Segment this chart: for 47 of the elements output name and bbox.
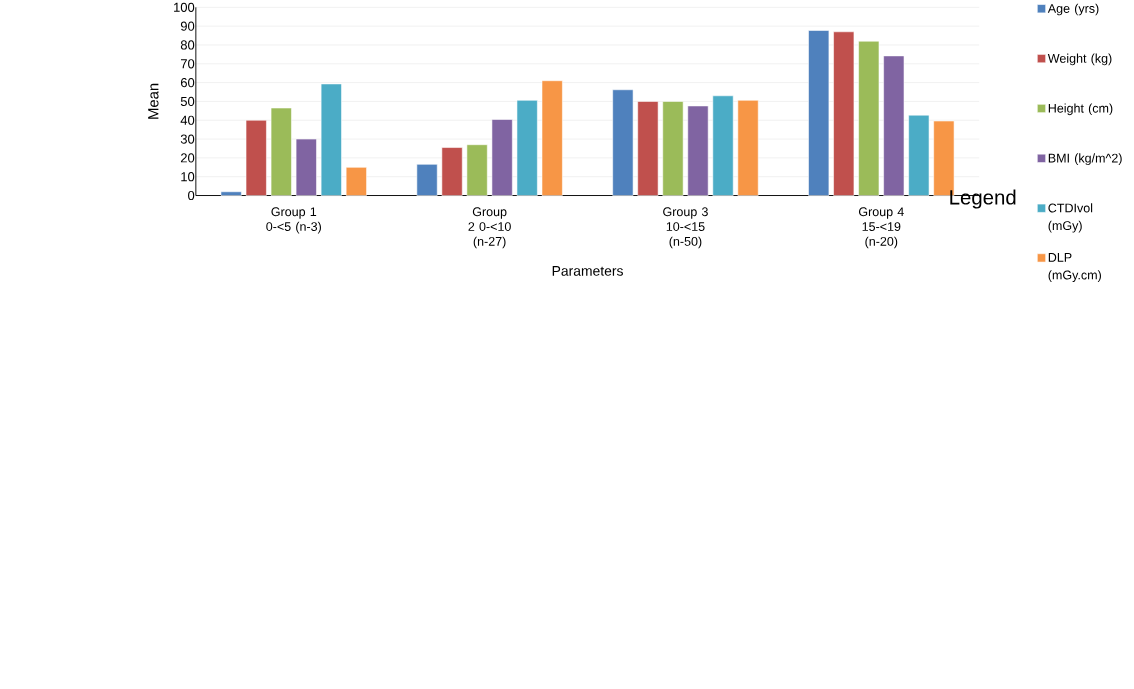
bar — [808, 30, 830, 197]
bar — [466, 144, 488, 197]
y-tick-label: 40 — [180, 115, 195, 126]
y-axis-title: Mean — [148, 84, 159, 119]
bar — [637, 101, 659, 197]
y-tick-label: 100 — [174, 2, 195, 13]
bar — [858, 41, 880, 197]
bar — [737, 100, 759, 197]
bar — [416, 164, 438, 197]
x-tick-label: Group 4 15-<19 (n-20) — [858, 207, 904, 249]
y-tick-label: 80 — [180, 40, 195, 50]
bar — [345, 167, 367, 197]
bar — [491, 119, 513, 197]
x-axis-title: Parameters — [552, 266, 623, 276]
legend-title: Legend — [950, 189, 1016, 209]
bar — [220, 191, 242, 197]
bar — [320, 83, 342, 197]
bar — [441, 147, 463, 197]
y-tick-label: 60 — [180, 78, 195, 88]
bar — [883, 55, 905, 197]
y-tick-label: 20 — [180, 153, 195, 163]
y-tick-label: 10 — [181, 172, 195, 182]
bar — [295, 138, 317, 197]
legend-label: BMI (kg/m^2) — [1048, 153, 1122, 166]
legend-label: Age (yrs) — [1047, 3, 1099, 16]
y-tick-label: 70 — [180, 59, 195, 69]
x-tick-label: Group 3 10-<15 (n-50) — [663, 207, 708, 249]
legend-label: DLP (mGy.cm) — [1048, 253, 1101, 283]
x-tick-label: Group 1 0-<5 (n-3) — [266, 207, 321, 234]
y-tick-label: 90 — [180, 21, 195, 31]
legend-label: CTDIvol (mGy) — [1048, 203, 1093, 233]
bar — [662, 101, 684, 197]
bar — [516, 100, 538, 197]
bar — [612, 89, 634, 197]
bar — [712, 95, 734, 197]
x-tick-label: Group 2 0-<10 (n-27) — [468, 207, 511, 249]
bar — [833, 31, 855, 197]
bar — [541, 80, 563, 197]
bar — [908, 115, 930, 197]
y-tick-label: 0 — [188, 191, 195, 201]
y-tick-label: 50 — [180, 97, 195, 107]
legend-label: Weight (kg) — [1047, 53, 1112, 66]
bar — [245, 120, 267, 197]
legend-label: Height (cm) — [1048, 103, 1113, 116]
y-tick-label: 30 — [180, 134, 195, 144]
bar — [270, 107, 292, 197]
bar — [687, 105, 709, 197]
